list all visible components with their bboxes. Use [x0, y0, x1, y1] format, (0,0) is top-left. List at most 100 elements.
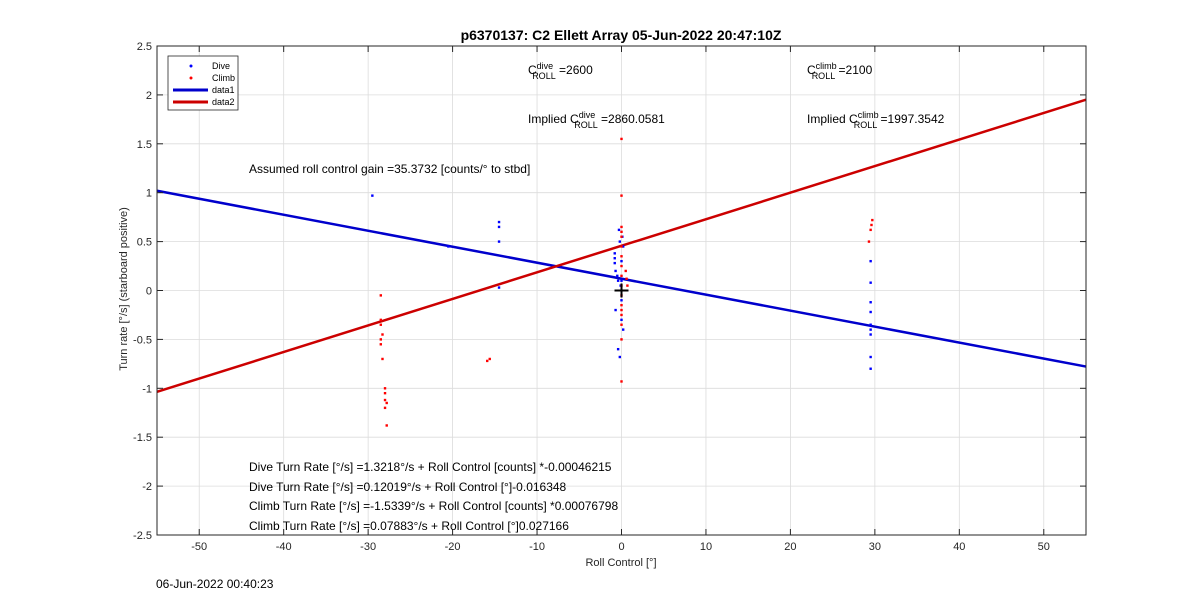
climb-point: [383, 406, 387, 410]
climb-point: [379, 318, 383, 322]
implied-c-roll-dive-annotation: Implied Cdive ROLL =2860.0581: [528, 110, 665, 130]
climb-point: [625, 277, 628, 280]
dive-point: [620, 279, 623, 282]
x-tick-label: -10: [529, 541, 545, 553]
dive-point: [869, 355, 872, 359]
legend-data1-label: data1: [212, 85, 235, 95]
y-tick-label: 1.5: [137, 139, 152, 151]
dive-point: [869, 281, 872, 284]
y-tick-label: -2.5: [133, 530, 152, 542]
climb-point: [867, 240, 871, 243]
origin-marker: [614, 283, 629, 298]
y-tick-label: -1.5: [133, 432, 152, 444]
dive-point: [869, 301, 872, 304]
x-tick-label: 40: [953, 541, 965, 553]
climb-point: [620, 264, 623, 268]
dive-point: [621, 328, 625, 331]
x-tick-label: 50: [1038, 541, 1050, 553]
dive-point: [620, 318, 623, 322]
legend-climb-label: Climb: [212, 73, 235, 83]
c-roll-climb-annotation: Cclimb ROLL =2100: [807, 61, 873, 81]
c-roll-dive-annotation: Cdive ROLL =2600: [528, 61, 593, 81]
climb-point: [488, 357, 491, 361]
legend-data2-label: data2: [212, 97, 235, 107]
y-tick-label: 0.5: [137, 237, 152, 249]
dive-point: [497, 286, 501, 289]
x-tick-label: 20: [784, 541, 796, 553]
climb-point: [383, 387, 387, 390]
x-tick-label: 0: [618, 541, 624, 553]
fit-climb-counts: Climb Turn Rate [°/s] =-1.5339°/s + Roll…: [249, 499, 618, 513]
y-tick-label: -0.5: [133, 334, 152, 346]
dive-point: [869, 328, 872, 331]
climb-point: [620, 230, 623, 234]
climb-point: [620, 274, 623, 278]
dive-point: [620, 259, 623, 263]
dive-point: [617, 228, 621, 232]
climb-point: [620, 245, 623, 248]
dive-point: [447, 245, 450, 248]
axis-ticks: -50 -40 -30 -20 -10 0 10 20 30 40 50-2.5-2-1.5-1-0…: [133, 41, 1086, 553]
climb-point: [620, 313, 623, 317]
climb-point: [620, 194, 623, 197]
dive-point: [616, 279, 620, 282]
x-tick-label: -20: [445, 541, 461, 553]
dive-point: [869, 333, 872, 336]
climb-point: [870, 223, 873, 227]
climb-point: [620, 255, 623, 258]
climb-point: [620, 323, 623, 326]
climb-point: [381, 357, 384, 361]
x-tick-label: -40: [276, 541, 292, 553]
y-tick-label: 2: [146, 90, 152, 102]
dive-point: [613, 261, 616, 265]
y-tick-label: 2.5: [137, 41, 152, 53]
climb-point: [620, 225, 623, 229]
fit-dive-counts: Dive Turn Rate [°/s] =1.3218°/s + Roll C…: [249, 460, 612, 474]
dive-point: [614, 269, 617, 273]
footer-timestamp: 06-Jun-2022 00:40:23: [156, 577, 274, 591]
climb-point: [383, 398, 387, 402]
dive-point: [869, 310, 872, 314]
fit-dive-degrees: Dive Turn Rate [°/s] =0.12019°/s + Roll …: [249, 480, 567, 494]
climb-point: [381, 333, 384, 336]
climb-point: [379, 323, 383, 326]
climb-point: [379, 294, 383, 297]
chart-title: p6370137: C2 Ellett Array 05-Jun-2022 20…: [461, 27, 782, 43]
climb-point: [379, 338, 383, 341]
dive-point: [497, 220, 501, 224]
climb-point: [486, 359, 489, 363]
dive-point: [613, 252, 616, 255]
climb-point: [385, 424, 388, 427]
climb-point: [620, 380, 623, 383]
climb-point: [620, 338, 623, 341]
dive-point: [616, 347, 620, 351]
dive-point: [618, 240, 622, 243]
x-tick-label: 10: [700, 541, 712, 553]
x-axis-label: Roll Control [°]: [585, 557, 656, 569]
dive-point: [497, 225, 501, 229]
legend-dive-marker: [189, 64, 193, 68]
climb-point: [383, 391, 387, 395]
x-tick-label: -30: [360, 541, 376, 553]
y-axis-label: Turn rate [°/s] (starboard positive): [118, 207, 130, 371]
climb-point: [626, 284, 629, 287]
x-tick-label: -50: [191, 541, 207, 553]
climb-point: [869, 228, 872, 232]
fit-line-data1: [156, 189, 1087, 368]
dive-point: [618, 355, 622, 359]
dive-point: [497, 240, 501, 243]
climb-point: [620, 308, 623, 312]
y-tick-label: -1: [142, 383, 152, 395]
y-tick-label: -2: [142, 481, 152, 493]
legend-dive-label: Dive: [212, 61, 230, 71]
legend: Dive Climb data1 data2: [167, 55, 239, 111]
climb-point: [624, 269, 627, 273]
climb-point: [385, 401, 388, 405]
climb-point: [379, 343, 383, 346]
dive-point: [616, 274, 619, 278]
climb-point: [871, 218, 874, 222]
y-tick-label: 0: [146, 286, 152, 298]
dive-point: [869, 367, 872, 370]
climb-point: [620, 303, 623, 307]
